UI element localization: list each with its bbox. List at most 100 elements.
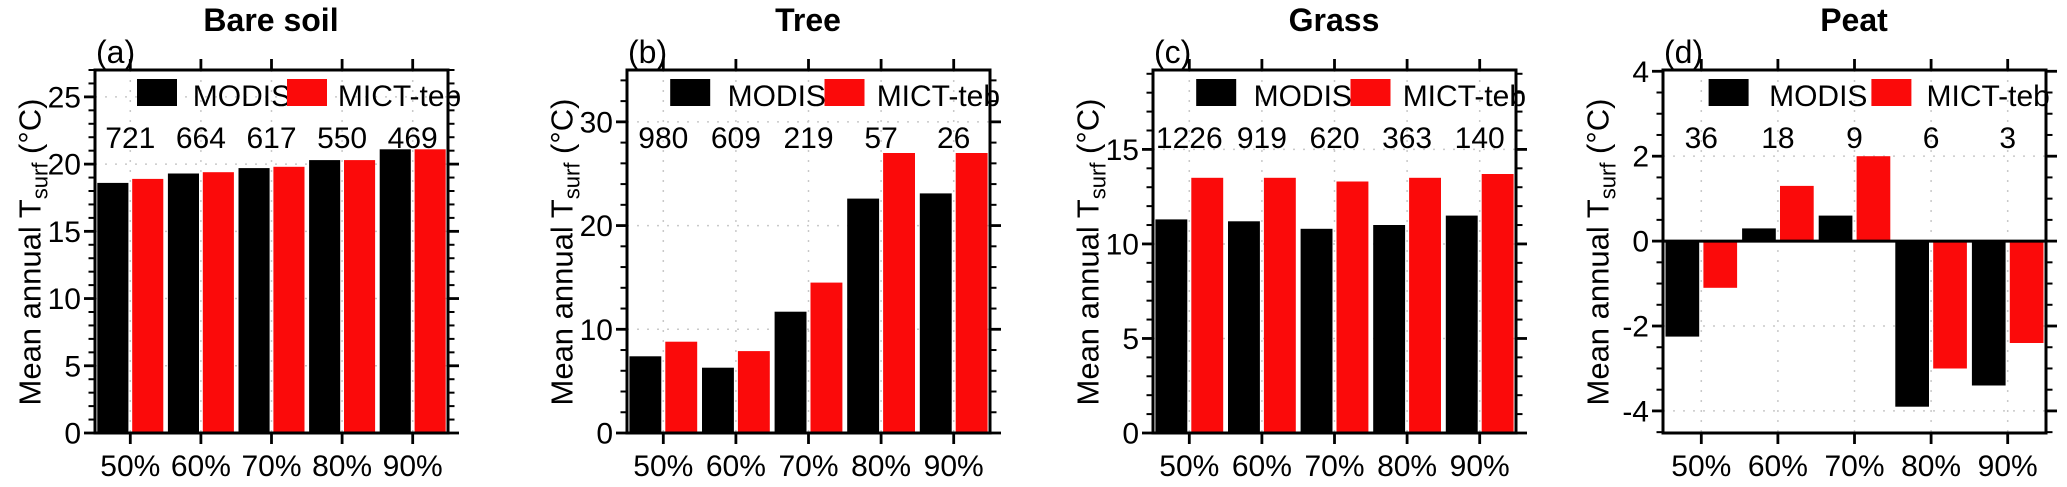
svg-text:80%: 80% xyxy=(1901,450,1961,483)
mict-teb-bar-90% xyxy=(955,153,988,433)
svg-text:90%: 90% xyxy=(924,450,984,483)
plot-area-grass: 0 5 10 15 50% 60% 70% 80% 90% 1226 919 620 363 140 MOD… xyxy=(1106,59,1527,483)
sample-counts: 721 664 617 550 469 xyxy=(105,122,437,155)
mict-teb-bar-80% xyxy=(1933,241,1967,369)
mict-teb-bar-60% xyxy=(1780,185,1814,242)
legend: MODIS MICT-teb xyxy=(1196,79,1526,113)
y-axis-label-sub: surf xyxy=(1595,162,1621,200)
svg-text:609: 609 xyxy=(711,122,761,155)
panel-title-tree: Tree xyxy=(775,2,841,38)
bars-mict-teb xyxy=(132,149,446,434)
y-axis-label-sub: surf xyxy=(1085,162,1111,200)
svg-text:363: 363 xyxy=(1382,122,1432,155)
panel-letter-a: (a) xyxy=(96,34,136,70)
axes xyxy=(1652,59,2057,444)
mict-teb-bar-80% xyxy=(344,160,376,433)
mict-teb-bar-80% xyxy=(1409,177,1441,433)
svg-text:80%: 80% xyxy=(1377,450,1437,483)
modis-bar-50% xyxy=(629,356,662,433)
svg-text:30: 30 xyxy=(580,106,613,139)
legend-label-mict-teb: MICT-teb xyxy=(1927,80,2050,113)
y-axis-label: Mean annual Tsurf (°C) xyxy=(544,99,585,406)
svg-text:50%: 50% xyxy=(1671,450,1731,483)
svg-text:70%: 70% xyxy=(1304,450,1364,483)
svg-text:0: 0 xyxy=(1632,226,1649,259)
plot-area-tree: 0 10 20 30 50% 60% 70% 80% 90% 980 609 219 57 26 MODIS… xyxy=(580,59,1001,483)
legend-label-mict-teb: MICT-teb xyxy=(338,80,461,113)
modis-bar-90% xyxy=(919,193,952,433)
svg-text:5: 5 xyxy=(1122,323,1139,356)
bars-modis xyxy=(1155,215,1478,434)
x-tick-labels: 50% 60% 70% 80% 90% xyxy=(100,450,442,483)
x-tick-labels: 50% 60% 70% 80% 90% xyxy=(1671,450,2037,483)
svg-text:90%: 90% xyxy=(1978,450,2038,483)
modis-bar-70% xyxy=(1818,215,1853,242)
legend-label-modis: MODIS xyxy=(728,80,826,113)
svg-text:25: 25 xyxy=(48,81,81,114)
svg-text:9: 9 xyxy=(1846,122,1863,155)
svg-text:617: 617 xyxy=(246,122,296,155)
svg-text:5: 5 xyxy=(64,350,81,383)
svg-text:26: 26 xyxy=(937,122,970,155)
mict-teb-bar-50% xyxy=(1191,177,1224,433)
svg-text:10: 10 xyxy=(1106,228,1139,261)
legend-swatch-mict-teb xyxy=(824,79,865,106)
svg-text:36: 36 xyxy=(1685,122,1718,155)
mict-teb-bar-60% xyxy=(202,172,234,433)
svg-text:90%: 90% xyxy=(383,450,443,483)
modis-bar-60% xyxy=(702,367,734,433)
y-tick-labels: 0 10 20 30 xyxy=(580,106,613,450)
svg-text:15: 15 xyxy=(48,216,81,249)
svg-text:4: 4 xyxy=(1632,56,1649,89)
svg-text:664: 664 xyxy=(176,122,226,155)
y-axis-label-sub: surf xyxy=(559,162,585,200)
svg-text:90%: 90% xyxy=(1450,450,1510,483)
svg-text:50%: 50% xyxy=(633,450,693,483)
svg-text:0: 0 xyxy=(64,418,81,451)
mict-teb-bar-70% xyxy=(273,166,305,434)
panel-title-grass: Grass xyxy=(1288,2,1380,38)
svg-text:1226: 1226 xyxy=(1156,122,1223,155)
legend-label-modis: MODIS xyxy=(1769,80,1867,113)
legend-swatch-mict-teb xyxy=(1871,79,1912,106)
mict-teb-bar-60% xyxy=(1263,177,1296,433)
svg-text:-4: -4 xyxy=(1622,395,1649,428)
modis-bar-50% xyxy=(1665,241,1700,337)
bars-mict-teb xyxy=(1191,174,1514,433)
x-tick-labels: 50% 60% 70% 80% 90% xyxy=(1159,450,1509,483)
svg-text:80%: 80% xyxy=(312,450,372,483)
sample-counts: 980 609 219 57 26 xyxy=(638,122,970,155)
svg-text:980: 980 xyxy=(638,122,688,155)
mict-teb-bar-50% xyxy=(1703,241,1738,288)
modis-bar-80% xyxy=(309,160,341,433)
legend-label-modis: MODIS xyxy=(193,80,291,113)
svg-text:6: 6 xyxy=(1923,122,1940,155)
modis-bar-80% xyxy=(1373,225,1406,433)
modis-bar-70% xyxy=(774,311,807,433)
svg-text:20: 20 xyxy=(580,210,613,243)
modis-bar-70% xyxy=(238,168,270,433)
bars-modis xyxy=(1665,215,2006,407)
modis-bar-80% xyxy=(1895,241,1929,407)
panel-letter-b: (b) xyxy=(628,34,668,70)
svg-text:50%: 50% xyxy=(1159,450,1219,483)
svg-text:10: 10 xyxy=(580,314,613,347)
legend-swatch-mict-teb xyxy=(287,79,327,106)
bars-mict-teb xyxy=(1703,156,2044,369)
bars-modis xyxy=(97,149,411,434)
y-axis-label-main: Mean annual T xyxy=(1070,199,1106,406)
legend: MODIS MICT-teb xyxy=(137,79,461,113)
legend-swatch-mict-teb xyxy=(1350,79,1391,106)
y-axis-label: Mean annual Tsurf (°C) xyxy=(1580,99,1621,406)
legend-swatch-modis xyxy=(1708,79,1749,106)
bars-mict-teb xyxy=(665,153,988,433)
modis-bar-70% xyxy=(1300,228,1333,433)
svg-text:620: 620 xyxy=(1309,122,1359,155)
svg-text:70%: 70% xyxy=(241,450,301,483)
svg-text:15: 15 xyxy=(1106,134,1139,167)
svg-text:80%: 80% xyxy=(851,450,911,483)
svg-text:-2: -2 xyxy=(1622,311,1649,344)
modis-bar-50% xyxy=(97,182,129,433)
y-axis-label-unit: (°C) xyxy=(544,98,580,163)
